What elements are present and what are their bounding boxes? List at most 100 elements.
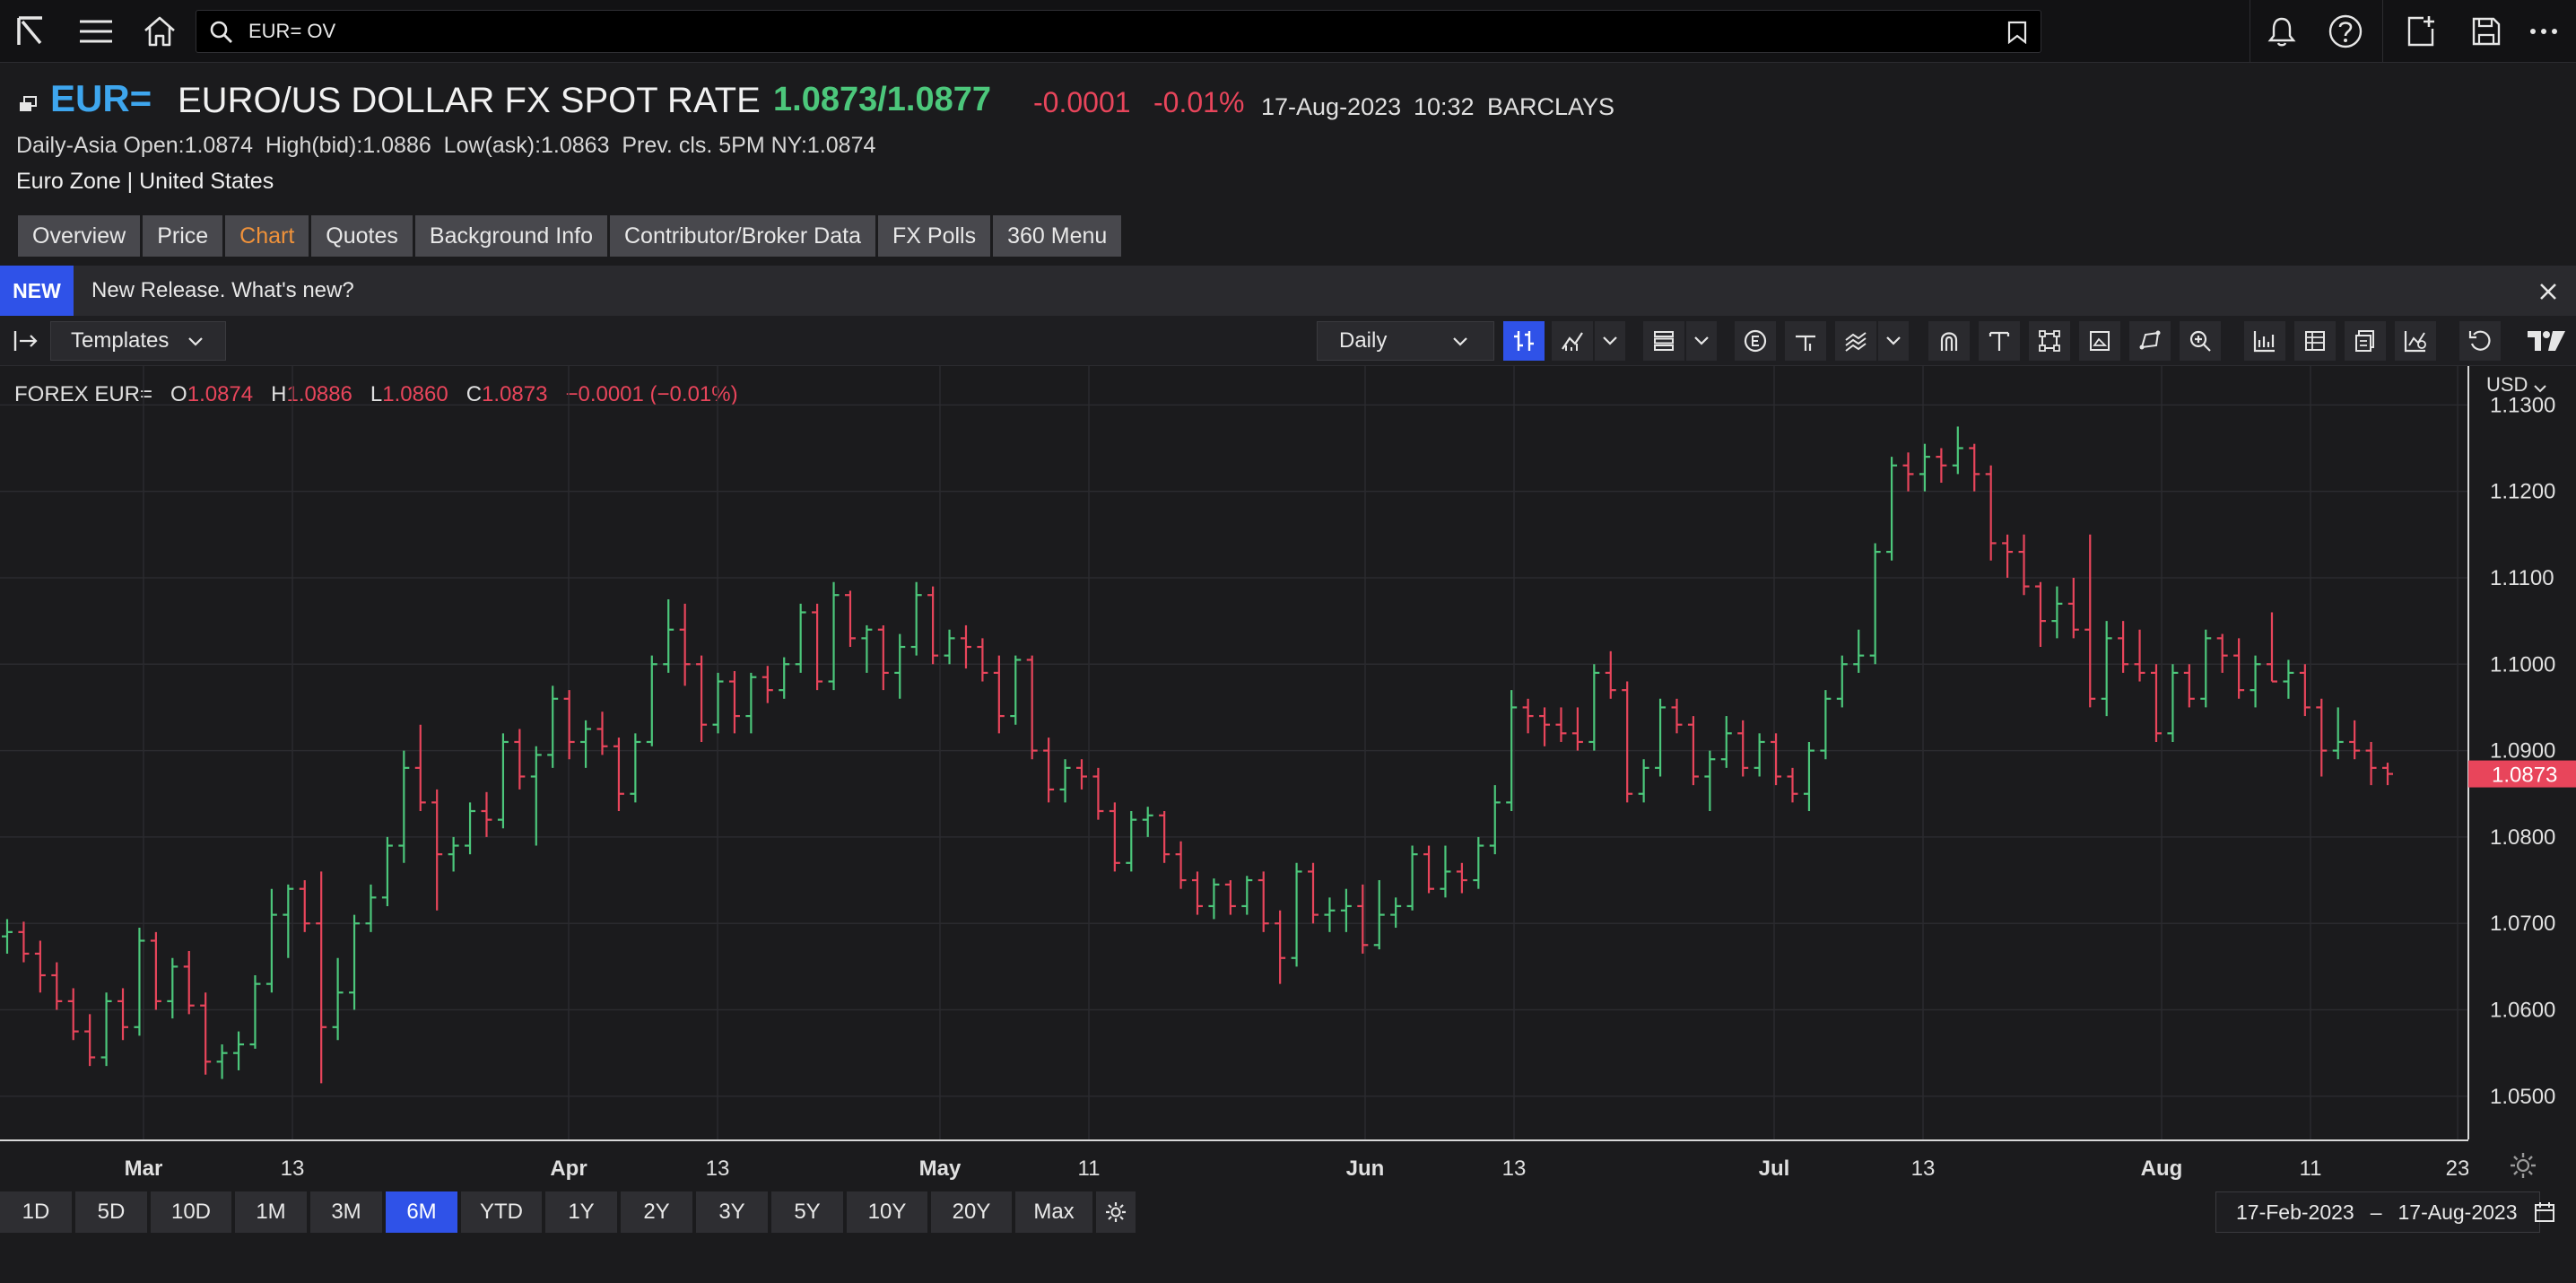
- range-ytd[interactable]: YTD: [461, 1191, 542, 1233]
- range-5y[interactable]: 5Y: [771, 1191, 843, 1233]
- ohlc-bar: [233, 1031, 245, 1070]
- ohlc-bar: [547, 685, 559, 768]
- region-select-icon: [2090, 331, 2110, 351]
- crosshair-button[interactable]: [1785, 321, 1826, 361]
- more-options-icon[interactable]: [2517, 0, 2571, 63]
- tab-contributor-broker-data[interactable]: Contributor/Broker Data: [609, 215, 875, 257]
- events-button[interactable]: [1735, 321, 1776, 361]
- banner-link[interactable]: New Release. What's new?: [91, 278, 354, 302]
- range-3m[interactable]: 3M: [310, 1191, 382, 1233]
- ohlc-bar: [465, 802, 476, 855]
- tab-fx-polls[interactable]: FX Polls: [878, 215, 991, 257]
- help-icon[interactable]: [2314, 0, 2377, 63]
- close-icon[interactable]: [2538, 282, 2558, 301]
- hamburger-menu-icon[interactable]: [65, 0, 127, 63]
- popout-window-icon[interactable]: [18, 95, 38, 113]
- ohlc-bar: [663, 599, 674, 673]
- studies-button[interactable]: [1552, 321, 1593, 361]
- tab-price[interactable]: Price: [143, 215, 223, 257]
- range-2y[interactable]: 2Y: [621, 1191, 692, 1233]
- chevron-down-icon: [1694, 336, 1709, 345]
- legend-low: 1.0860: [382, 382, 448, 406]
- ohlc-bar: [2084, 534, 2096, 708]
- range-20y[interactable]: 20Y: [931, 1191, 1012, 1233]
- range-1m[interactable]: 1M: [235, 1191, 307, 1233]
- ohlc-bar: [1771, 733, 1782, 786]
- table-icon: [2305, 331, 2325, 351]
- price-chart[interactable]: 1.0500 1.0600 1.0700 1.0800 1.0900 1.1000 1.11…: [0, 366, 2576, 1139]
- tab-overview[interactable]: Overview: [18, 215, 141, 257]
- polygon-tool-button[interactable]: [2129, 321, 2171, 361]
- chart-settings-gear-icon[interactable]: [2508, 1150, 2538, 1181]
- tab-360-menu[interactable]: 360 Menu: [993, 215, 1122, 257]
- ohlc-bars-button[interactable]: [1503, 321, 1545, 361]
- zoom-button[interactable]: [2180, 321, 2221, 361]
- y-tick-label: 1.0800: [2490, 825, 2555, 850]
- range-1d[interactable]: 1D: [0, 1191, 72, 1233]
- ohlc-bar: [2316, 698, 2328, 777]
- legend-low-label: L: [370, 382, 383, 406]
- collapse-panel-icon[interactable]: [13, 328, 39, 353]
- trend-lines-menu-button[interactable]: [1878, 321, 1909, 361]
- region-tool-button[interactable]: [2079, 321, 2120, 361]
- calendar-icon[interactable]: [2533, 1200, 2556, 1224]
- currency-label[interactable]: USD: [2486, 373, 2528, 396]
- search-box[interactable]: [196, 10, 2041, 53]
- ask-price: 1.0877: [886, 81, 992, 118]
- app-logo-icon[interactable]: [0, 0, 61, 63]
- range-10d[interactable]: 10D: [151, 1191, 231, 1233]
- templates-dropdown[interactable]: Templates: [50, 321, 226, 361]
- analytics-button[interactable]: [2395, 321, 2436, 361]
- home-icon[interactable]: [131, 0, 188, 63]
- polygon-icon: [2139, 330, 2161, 350]
- studies-menu-button[interactable]: [1595, 321, 1625, 361]
- notifications-bell-icon[interactable]: [2250, 0, 2312, 63]
- reset-button[interactable]: [2459, 321, 2501, 361]
- range-5d[interactable]: 5D: [75, 1191, 147, 1233]
- ohlc-bar: [2101, 621, 2112, 717]
- ohlc-bar: [497, 733, 509, 829]
- tab-chart[interactable]: Chart: [225, 215, 309, 257]
- ohlc-bar: [2167, 664, 2179, 742]
- chevron-down-icon: [1453, 337, 1467, 346]
- range-10y[interactable]: 10Y: [847, 1191, 927, 1233]
- ohlc-bar: [2299, 664, 2311, 717]
- text-tool-button[interactable]: [1979, 321, 2020, 361]
- ohlc-bar: [332, 957, 344, 1041]
- data-table-button[interactable]: [2294, 321, 2336, 361]
- ohlc-bar: [944, 629, 955, 665]
- ohlc-bar: [2200, 629, 2212, 708]
- ohlc-bar: [2002, 534, 2014, 578]
- bookmark-icon[interactable]: [2006, 21, 2028, 44]
- time-axis[interactable]: Mar 13 Apr 13 May 11 Jun 13 Jul 13 Aug 11 23: [0, 1139, 2468, 1191]
- date-range-picker[interactable]: 17-Feb-2023 – 17-Aug-2023: [2215, 1191, 2540, 1233]
- range-settings-button[interactable]: [1096, 1191, 1136, 1233]
- ohlc-bar: [728, 670, 740, 734]
- layers-button[interactable]: [1643, 321, 1684, 361]
- range-max[interactable]: Max: [1015, 1191, 1092, 1233]
- layers-menu-button[interactable]: [1686, 321, 1717, 361]
- ohlc-bar: [1275, 910, 1286, 984]
- tab-background-info[interactable]: Background Info: [414, 215, 607, 257]
- new-tab-icon[interactable]: [2382, 0, 2458, 63]
- bar-chart-button[interactable]: [2244, 321, 2285, 361]
- shape-tool-button[interactable]: [2029, 321, 2070, 361]
- ohlc-bar: [1043, 738, 1055, 803]
- range-3y[interactable]: 3Y: [696, 1191, 768, 1233]
- ric-code[interactable]: EUR=: [50, 77, 152, 119]
- legend-open-label: O: [170, 382, 187, 406]
- ohlc-bar: [481, 791, 492, 837]
- magnet-button[interactable]: [1928, 321, 1970, 361]
- save-icon[interactable]: [2458, 0, 2515, 63]
- trend-lines-button[interactable]: [1835, 321, 1876, 361]
- interval-dropdown[interactable]: Daily: [1317, 321, 1494, 361]
- range-1y[interactable]: 1Y: [545, 1191, 617, 1233]
- ohlc-bar: [1059, 759, 1071, 803]
- chart-toolbar: Templates Daily: [0, 316, 2576, 366]
- range-6m[interactable]: 6M: [386, 1191, 457, 1233]
- tab-quotes[interactable]: Quotes: [311, 215, 413, 257]
- search-input[interactable]: [247, 11, 1951, 52]
- export-button[interactable]: [2345, 321, 2386, 361]
- x-tick-label: 13: [281, 1156, 305, 1181]
- ohlc-bar: [977, 638, 988, 682]
